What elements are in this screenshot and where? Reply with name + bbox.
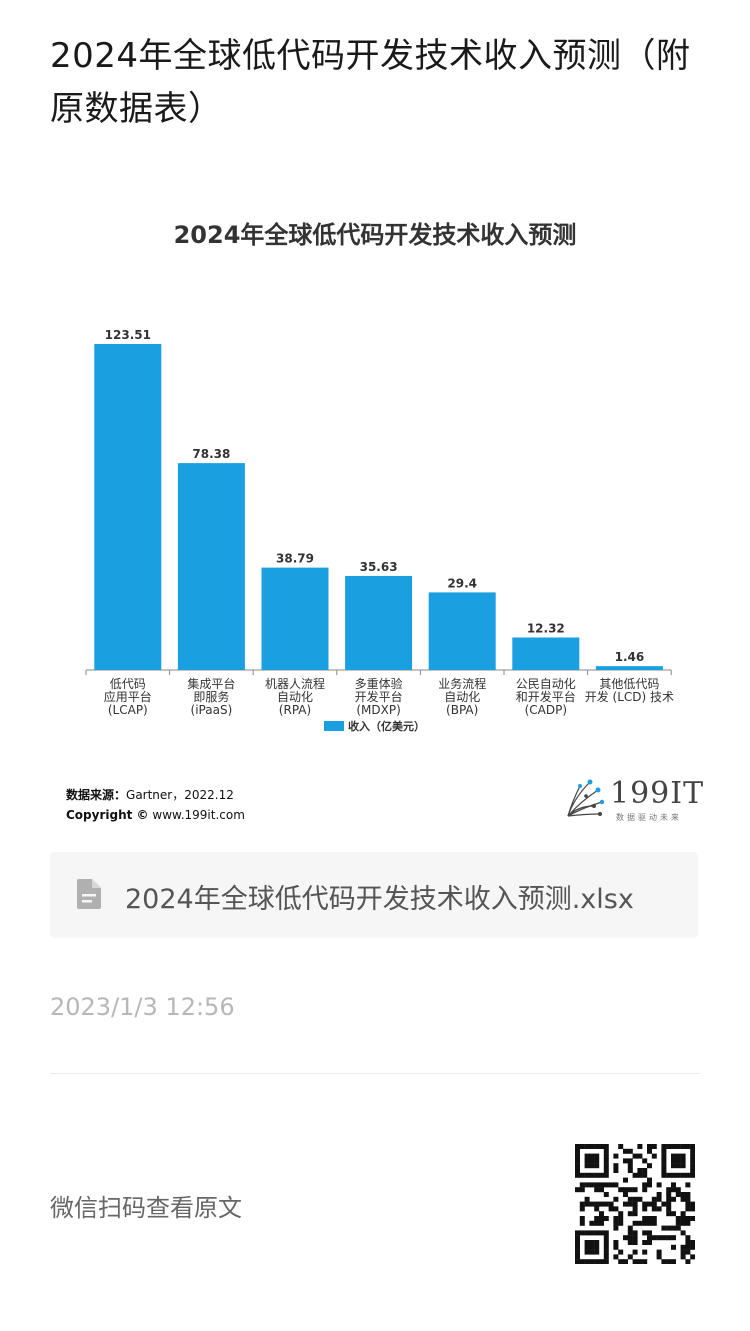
x-tick-label: 应用平台 <box>104 689 152 704</box>
attachment-name[interactable]: 2024年全球低代码开发技术收入预测.xlsx <box>125 884 634 915</box>
x-tick-label: 和开发平台 <box>516 689 576 704</box>
data-label: 123.51 <box>105 328 151 342</box>
data-label: 29.4 <box>447 576 477 590</box>
data-label: 1.46 <box>615 650 645 664</box>
data-label: 78.38 <box>192 447 230 461</box>
scan-instruction: 微信扫码查看原文 <box>50 1194 242 1222</box>
brand-logo: 199IT 数据驱动未来 <box>560 776 703 822</box>
legend-swatch <box>324 721 344 731</box>
x-tick-label: 业务流程 <box>438 676 486 691</box>
x-tick-label: 机器人流程 <box>265 676 325 691</box>
qr-code-icon[interactable] <box>575 1144 695 1264</box>
x-tick-label: 即服务 <box>193 689 229 704</box>
data-label: 35.63 <box>360 560 398 574</box>
attachment-card[interactable]: 2024年全球低代码开发技术收入预测.xlsx <box>50 852 698 938</box>
x-tick-label: 多重体验 <box>355 676 403 691</box>
bar <box>428 592 496 670</box>
data-label: 12.32 <box>527 621 565 635</box>
x-tick-label: (CADP) <box>525 703 567 717</box>
x-tick-label: (RPA) <box>279 703 311 717</box>
x-tick-label: 其他低代码 <box>599 677 659 691</box>
x-tick-label: 公民自动化 <box>516 677 576 691</box>
file-icon <box>77 879 101 909</box>
x-tick-label: 开发平台 <box>355 689 403 704</box>
logo-text: 199IT <box>610 776 705 811</box>
x-tick-label: 低代码 <box>110 677 146 691</box>
bar <box>177 463 245 670</box>
source-value: Gartner，2022.12 <box>126 788 234 802</box>
x-tick-label: 自动化 <box>444 690 480 704</box>
bar <box>94 344 162 670</box>
chart-title: 2024年全球低代码开发技术收入预测 <box>173 221 577 249</box>
bar <box>345 575 413 670</box>
legend-label: 收入（亿美元） <box>348 719 425 733</box>
x-tick-label: 自动化 <box>277 690 313 704</box>
copyright-label: Copyright © <box>66 808 149 822</box>
source-label: 数据来源： <box>66 788 127 802</box>
bar <box>595 666 663 670</box>
divider <box>50 1073 700 1074</box>
copyright-value: www.199it.com <box>152 808 245 822</box>
x-tick-label: 开发 (LCD) 技术 <box>585 689 674 704</box>
logo-tagline: 数据驱动未来 <box>616 813 682 822</box>
chart-source: 数据来源：Gartner，2022.12 Copyright © www.199… <box>66 785 245 825</box>
x-tick-label: (MDXP) <box>356 703 400 717</box>
x-tick-label: (BPA) <box>446 703 478 717</box>
bar <box>261 567 329 670</box>
logo-burst-icon <box>567 779 605 817</box>
page-title: 2024年全球低代码开发技术收入预测（附原数据表） <box>50 36 691 129</box>
x-tick-label: 集成平台 <box>187 676 235 691</box>
chart-card: 2024年全球低代码开发技术收入预测 123.51 低代码 应用平台 (LCAP) 78… <box>50 180 703 840</box>
x-tick-label: (iPaaS) <box>191 703 233 717</box>
publish-time: 2023/1/3 12:56 <box>50 993 235 1021</box>
x-tick-label: (LCAP) <box>108 703 148 717</box>
bar <box>512 637 580 670</box>
data-label: 38.79 <box>276 552 314 566</box>
